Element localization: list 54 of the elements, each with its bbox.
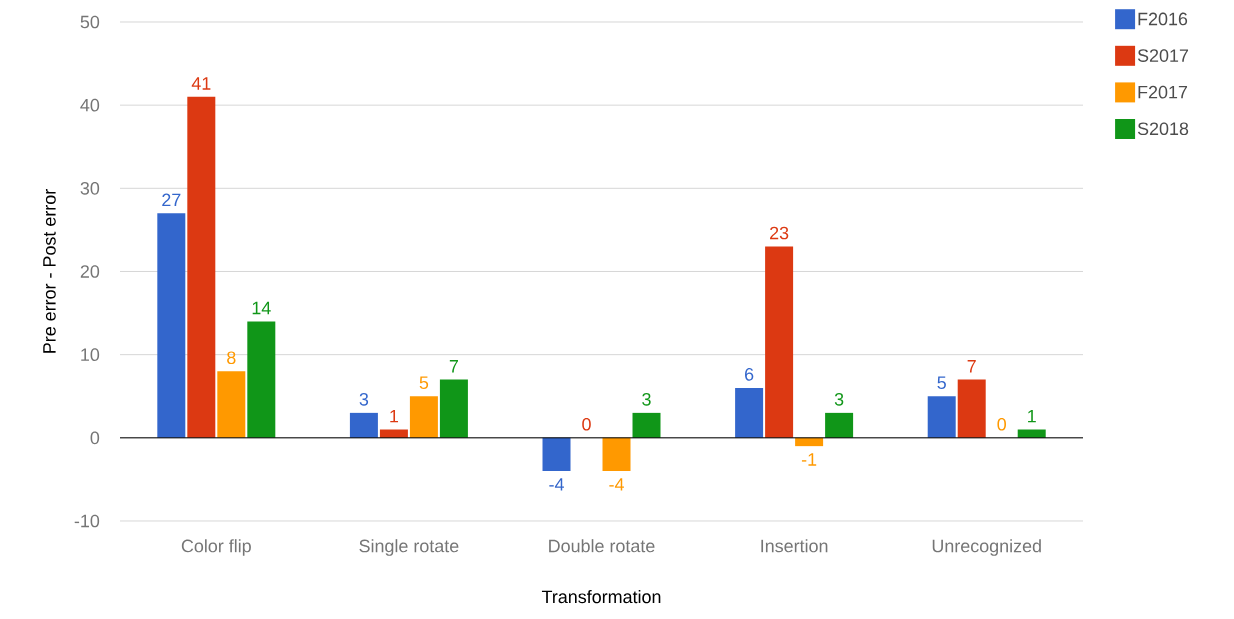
data-label: 5 [419, 376, 429, 390]
bar [217, 371, 246, 438]
legend-label: F2017 [1138, 85, 1188, 99]
bar [187, 96, 216, 438]
bar [825, 412, 854, 438]
bar [349, 412, 378, 438]
data-label: -4 [549, 478, 564, 491]
legend-label: F2016 [1138, 12, 1188, 26]
bar [765, 246, 794, 438]
bar [735, 387, 764, 438]
bar [247, 321, 276, 438]
y-tick-label: 10 [81, 348, 100, 361]
data-label: 3 [359, 392, 369, 406]
y-axis-title: Pre error - Post error [43, 189, 56, 353]
data-label: 23 [770, 226, 789, 240]
data-label: 41 [191, 77, 211, 90]
bar [409, 396, 438, 438]
bar [795, 437, 824, 447]
bar [602, 437, 631, 472]
data-label: 8 [227, 351, 236, 365]
x-axis-title: Transformation [541, 590, 661, 604]
y-tick-label: 30 [80, 181, 100, 195]
x-tick-label: Unrecognized [932, 539, 1041, 556]
data-label: 0 [997, 417, 1006, 431]
y-tick-label: 50 [80, 15, 100, 29]
x-tick-label: Single rotate [359, 539, 459, 556]
legend-label: S2017 [1137, 49, 1189, 62]
data-label: 5 [937, 376, 946, 390]
data-label: 14 [252, 301, 271, 315]
data-label: 1 [1028, 409, 1036, 423]
y-tick-label: 0 [90, 431, 100, 445]
x-tick-label: Double rotate [549, 539, 655, 553]
x-tick-label: Color flip [181, 539, 251, 556]
data-label: 6 [745, 368, 754, 381]
data-label: 1 [390, 409, 399, 423]
bar [927, 396, 956, 438]
y-tick-label: -10 [74, 514, 100, 528]
bar [632, 412, 661, 438]
data-label: 0 [582, 417, 591, 431]
x-tick-label: Insertion [761, 539, 828, 553]
bar [439, 379, 468, 438]
legend-label: S2018 [1137, 122, 1189, 136]
bar [542, 437, 571, 472]
data-label: 7 [967, 360, 976, 373]
data-label: 3 [834, 392, 844, 406]
data-label: 7 [449, 360, 458, 373]
data-label: 3 [642, 392, 651, 406]
y-tick-label: 20 [80, 265, 100, 278]
data-label: -1 [801, 453, 817, 466]
y-tick-label: 40 [80, 98, 100, 112]
data-label: -4 [609, 478, 624, 491]
data-label: 27 [162, 193, 181, 207]
bar [957, 379, 986, 438]
bar [157, 213, 186, 438]
